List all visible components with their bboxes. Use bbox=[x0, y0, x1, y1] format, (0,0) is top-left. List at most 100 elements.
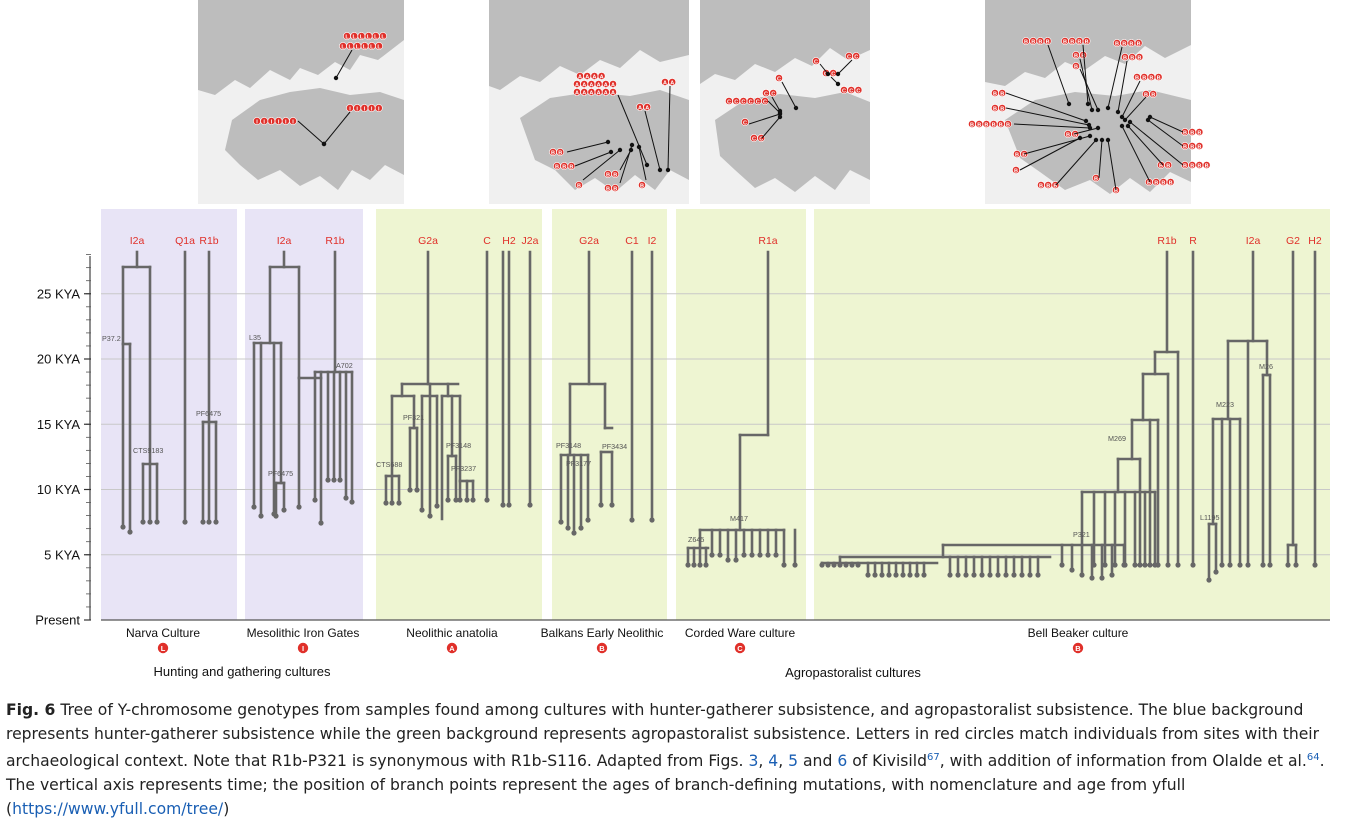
tree-tip bbox=[900, 572, 906, 578]
tree-tip bbox=[571, 530, 577, 536]
tree-tip bbox=[1213, 569, 1219, 575]
svg-text:B: B bbox=[1014, 169, 1018, 175]
mutation-pf3434: PF3434 bbox=[602, 442, 627, 451]
svg-text:B: B bbox=[1063, 40, 1067, 46]
svg-text:B: B bbox=[640, 184, 644, 190]
tree-tip bbox=[907, 572, 913, 578]
mutation-m26: M26 bbox=[1259, 362, 1273, 371]
tree-tip bbox=[578, 525, 584, 531]
caption-ref-3[interactable]: 3 bbox=[748, 752, 759, 771]
tree-tip bbox=[792, 562, 798, 568]
tree-tip bbox=[565, 525, 571, 531]
culture-label-beaker: Bell Beaker culture bbox=[1028, 626, 1129, 640]
caption-ref-67[interactable]: 67 bbox=[927, 752, 940, 763]
svg-text:B: B bbox=[1046, 40, 1050, 46]
svg-text:C: C bbox=[764, 92, 768, 98]
tree-tip bbox=[349, 499, 355, 505]
svg-text:B: B bbox=[606, 187, 610, 193]
svg-text:B: B bbox=[993, 107, 997, 113]
tree-tip bbox=[1019, 572, 1025, 578]
tree-tip bbox=[703, 562, 709, 568]
tree-tip bbox=[781, 562, 787, 568]
tree-tip bbox=[484, 497, 490, 503]
tree-tip bbox=[987, 572, 993, 578]
haplogroup-beaker-1: R bbox=[1189, 235, 1197, 247]
caption-yfull-link[interactable]: https://www.yfull.com/tree/ bbox=[12, 800, 224, 819]
figure-caption: Fig. 6 Tree of Y-chromosome genotypes fr… bbox=[6, 698, 1358, 821]
tree-tip bbox=[318, 520, 324, 526]
map-narva-iron-gates bbox=[198, 0, 404, 204]
caption-ref-4[interactable]: 4 bbox=[768, 752, 779, 771]
group-hunting-label: Hunting and gathering cultures bbox=[153, 664, 331, 679]
mutation-l35: L35 bbox=[249, 333, 261, 342]
caption-ref-6[interactable]: 6 bbox=[837, 752, 848, 771]
culture-label-narva: Narva Culture bbox=[126, 626, 200, 640]
svg-text:B: B bbox=[1169, 181, 1173, 187]
svg-text:B: B bbox=[1129, 42, 1133, 48]
svg-text:C: C bbox=[842, 89, 846, 95]
haplogroup-beaker-0: R1b bbox=[1157, 235, 1176, 247]
tree-tip bbox=[407, 487, 413, 493]
svg-text:L: L bbox=[341, 45, 345, 51]
svg-text:A: A bbox=[585, 75, 589, 81]
tree-tip bbox=[872, 572, 878, 578]
haplogroup-narva-0: I2a bbox=[130, 235, 145, 247]
tree-tip bbox=[741, 552, 747, 558]
culture-badge-balkans bbox=[596, 642, 608, 654]
caption-sep-1: , bbox=[758, 752, 769, 771]
svg-text:A: A bbox=[663, 81, 667, 87]
svg-text:B: B bbox=[1151, 93, 1155, 99]
svg-text:L: L bbox=[381, 35, 385, 41]
tree-tip bbox=[585, 517, 591, 523]
svg-text:C: C bbox=[752, 137, 756, 143]
tree-tip bbox=[1121, 562, 1127, 568]
tree-tip bbox=[1059, 562, 1065, 568]
tree-tip bbox=[886, 572, 892, 578]
svg-text:B: B bbox=[1015, 153, 1019, 159]
mutation-m417: M417 bbox=[730, 514, 748, 523]
culture-badge-corded bbox=[734, 642, 746, 654]
svg-text:B: B bbox=[977, 123, 981, 129]
tree-tip bbox=[414, 487, 420, 493]
caption-ref-5[interactable]: 5 bbox=[788, 752, 799, 771]
svg-text:C: C bbox=[749, 100, 753, 106]
svg-text:L: L bbox=[356, 45, 360, 51]
culture-label-balkans: Balkans Early Neolithic bbox=[541, 626, 664, 640]
svg-text:L: L bbox=[345, 35, 349, 41]
svg-text:B: B bbox=[1081, 54, 1085, 60]
tree-tip bbox=[389, 500, 395, 506]
svg-text:B: B bbox=[1074, 65, 1078, 71]
tree-tip bbox=[649, 517, 655, 523]
svg-text:B: B bbox=[1137, 56, 1141, 62]
svg-text:B: B bbox=[1070, 40, 1074, 46]
tree-tip bbox=[749, 552, 755, 558]
svg-text:B: B bbox=[1149, 76, 1153, 82]
culture-badge-letter-balkans: B bbox=[599, 644, 605, 653]
svg-text:B: B bbox=[1123, 56, 1127, 62]
tree-tip bbox=[921, 572, 927, 578]
culture-badge-beaker bbox=[1072, 642, 1084, 654]
culture-badge-letter-beaker: B bbox=[1075, 644, 1081, 653]
tree-tip bbox=[1011, 572, 1017, 578]
tree-tip bbox=[120, 524, 126, 530]
tree-tip bbox=[182, 519, 188, 525]
svg-text:B: B bbox=[613, 173, 617, 179]
svg-text:B: B bbox=[1183, 145, 1187, 151]
tree-tip bbox=[855, 562, 861, 568]
caption-ref-64[interactable]: 64 bbox=[1306, 752, 1320, 763]
tree-tip bbox=[1099, 575, 1105, 581]
haplogroup-beaker-3: G2 bbox=[1286, 235, 1300, 247]
tree-tip bbox=[1285, 562, 1291, 568]
haplogroup-anatolia-2: H2 bbox=[502, 235, 516, 247]
svg-text:B: B bbox=[1066, 133, 1070, 139]
sample-tips bbox=[120, 477, 1318, 583]
svg-text:B: B bbox=[1039, 184, 1043, 190]
svg-text:B: B bbox=[1073, 133, 1077, 139]
culture-badge-anatolia bbox=[446, 642, 458, 654]
svg-text:L: L bbox=[370, 45, 374, 51]
tree-tip bbox=[1206, 577, 1212, 583]
tree-tip bbox=[464, 497, 470, 503]
mutation-labels: P37.2 CTS9183 PF6475 L35 PF6475 A702 CTS… bbox=[102, 333, 1273, 544]
svg-text:A: A bbox=[589, 83, 593, 89]
tree-tip bbox=[147, 519, 153, 525]
